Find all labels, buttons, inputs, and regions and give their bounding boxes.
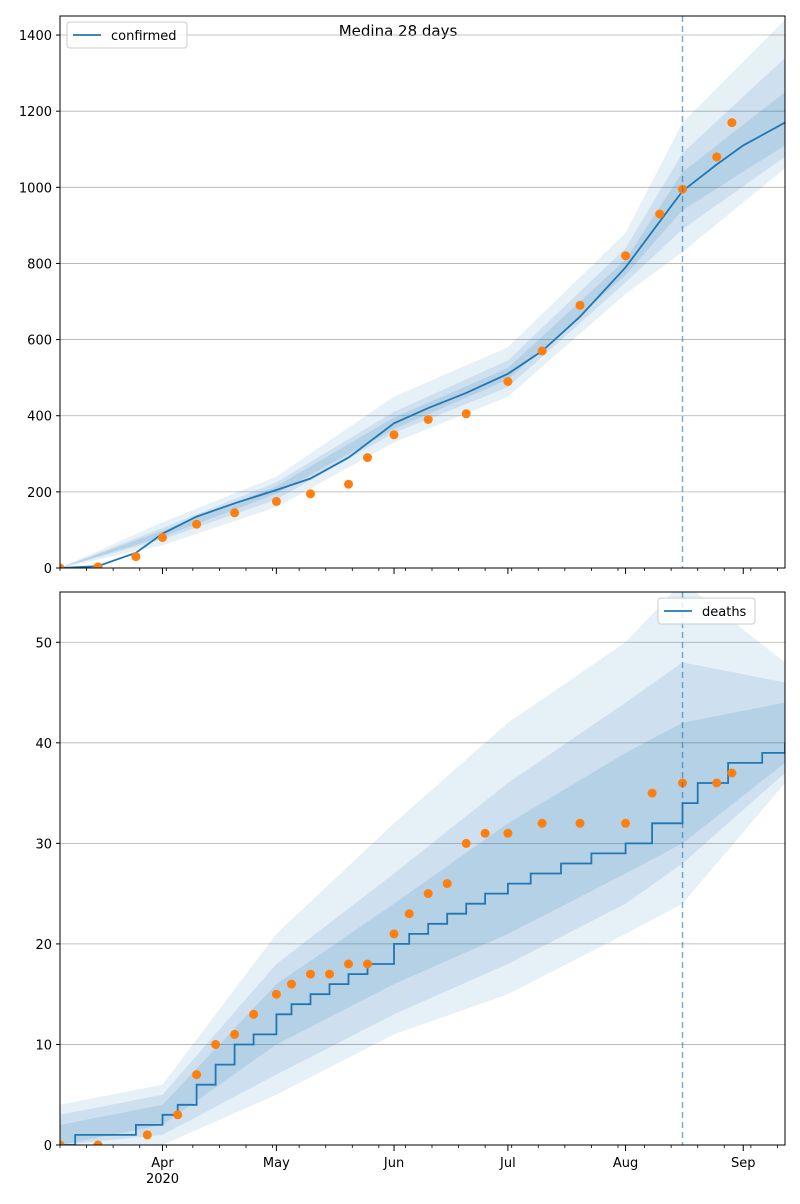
observed-point	[389, 430, 399, 440]
observed-point	[503, 377, 513, 386]
observed-point	[131, 552, 141, 562]
observed-point	[344, 479, 353, 489]
x-tick-label: Jul	[499, 1156, 516, 1171]
legend: confirmed	[66, 21, 188, 49]
y-tick-label: 0	[44, 1139, 52, 1154]
observed-point	[503, 828, 513, 838]
observed-point	[423, 889, 433, 899]
observed-point	[93, 1140, 103, 1145]
observed-point	[621, 251, 631, 261]
axes-frame	[59, 591, 786, 1146]
y-tick-label: 40	[35, 737, 52, 752]
observed-point	[727, 768, 737, 778]
y-tick-label: 200	[27, 486, 52, 501]
observed-point	[404, 909, 414, 919]
plot-area	[60, 16, 785, 568]
observed-point	[537, 346, 547, 356]
y-tick-label: 0	[44, 562, 52, 577]
y-tick-label: 600	[27, 334, 52, 349]
legend-label: confirmed	[111, 29, 177, 44]
uncertainty-band-inner	[60, 702, 785, 1145]
y-tick-label: 1000	[19, 181, 52, 196]
observed-point	[442, 879, 452, 889]
observed-point	[60, 1140, 65, 1145]
series-line-deaths	[60, 742, 785, 1145]
y-tick-label: 400	[27, 410, 52, 425]
observed-point	[363, 453, 372, 463]
observed-point	[192, 1070, 202, 1080]
observed-point	[712, 778, 722, 788]
legend-box	[66, 21, 188, 49]
x-tick-label: Jun	[383, 1156, 404, 1171]
uncertainty-band-middle	[60, 662, 785, 1145]
observed-point	[192, 519, 202, 529]
observed-point	[655, 209, 665, 219]
axes-frame	[59, 15, 786, 569]
observed-point	[60, 563, 65, 568]
observed-point	[158, 533, 167, 542]
observed-point	[537, 818, 547, 828]
observed-point	[575, 300, 585, 310]
x-year-label: 2020	[146, 1172, 179, 1187]
observed-point	[575, 818, 585, 828]
plot-area	[60, 592, 785, 1145]
chart-title: Medina 28 days	[339, 22, 458, 40]
legend: deaths	[657, 597, 756, 625]
x-tick-label: Apr	[151, 1156, 174, 1171]
chart-panel-1: 0 200 400 600 800 1000 1200 1400 confirmed	[19, 15, 786, 577]
observed-point	[271, 496, 281, 506]
observed-point	[727, 118, 737, 128]
observed-point	[325, 969, 334, 979]
observed-point	[306, 969, 315, 979]
series-line-confirmed	[60, 121, 785, 568]
observed-points	[60, 768, 737, 1145]
observed-point	[647, 788, 657, 798]
observed-point	[621, 818, 631, 828]
observed-point	[480, 828, 490, 838]
x-tick-label: May	[263, 1156, 290, 1171]
observed-point	[142, 1130, 152, 1140]
observed-point	[306, 489, 315, 499]
legend-box	[657, 597, 756, 625]
observed-point	[712, 152, 722, 162]
observed-point	[211, 1040, 221, 1049]
observed-point	[363, 959, 372, 969]
observed-point	[271, 989, 281, 999]
observed-point	[389, 929, 399, 939]
y-tick-label: 1200	[19, 105, 52, 120]
observed-point	[344, 959, 353, 969]
observed-point	[461, 409, 471, 419]
y-tick-label: 800	[27, 257, 52, 272]
observed-point	[423, 415, 433, 424]
y-tick-label: 1400	[19, 29, 52, 44]
observed-points	[60, 118, 737, 568]
observed-point	[93, 562, 103, 568]
y-tick-label: 20	[35, 938, 52, 953]
observed-point	[249, 1009, 259, 1019]
observed-point	[461, 838, 471, 848]
observed-point	[230, 508, 240, 518]
uncertainty-band-outer	[60, 19, 785, 568]
observed-point	[230, 1029, 240, 1039]
uncertainty-band-outer	[60, 592, 785, 1145]
y-tick-label: 50	[35, 636, 52, 651]
legend-label: deaths	[702, 605, 747, 620]
y-tick-label: 10	[35, 1038, 52, 1053]
x-tick-label: Sep	[731, 1156, 756, 1171]
observed-point	[287, 979, 296, 989]
x-tick-label: Aug	[613, 1156, 638, 1171]
observed-point	[173, 1110, 183, 1120]
chart-panel-2: 0 10 20 30 40 50 Apr May Jun Jul Aug Sep 2020 deaths	[35, 591, 786, 1187]
y-tick-label: 30	[35, 837, 52, 852]
